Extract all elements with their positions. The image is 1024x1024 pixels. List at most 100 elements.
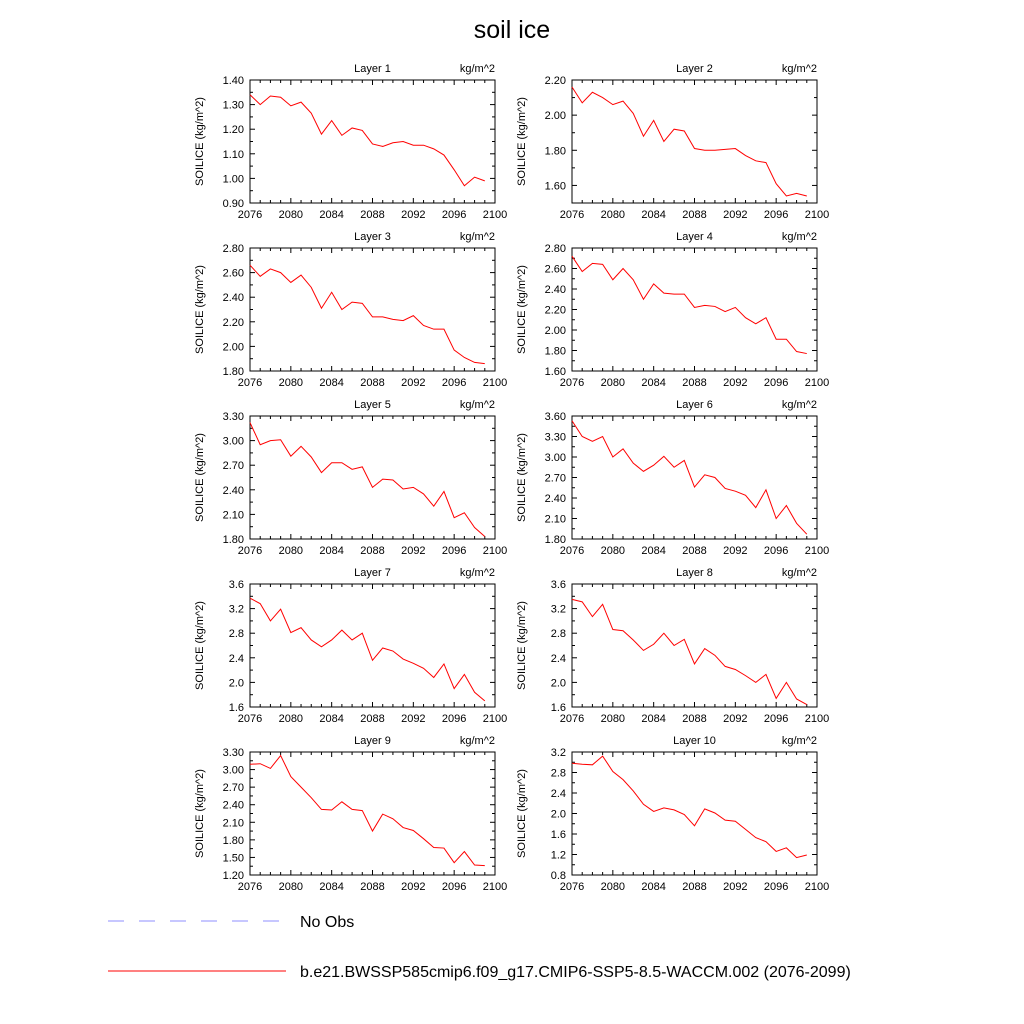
layer-1-y-tick-label: 0.90 [223,198,244,210]
layer-6-units-label: kg/m^2 [782,399,817,411]
layer-9-x-tick-label: 2080 [279,881,303,893]
layer-5-panel-title: Layer 5 [354,399,391,411]
layer-1-x-tick-label: 2092 [401,209,425,221]
layer-3-x-tick-label: 2076 [238,377,262,389]
layer-1-y-tick-label: 1.20 [223,124,244,136]
layer-4-y-tick-label: 1.60 [545,366,566,378]
layer-7-y-tick-label: 3.2 [229,604,244,616]
layer-1-x-tick-label: 2096 [442,209,466,221]
layer-10-y-tick-label: 1.6 [551,829,566,841]
layer-6-x-tick-label: 2076 [560,545,584,557]
layer-8-y-tick-label: 1.6 [551,702,566,714]
layer-5-x-tick-label: 2088 [360,545,384,557]
layer-2-units-label: kg/m^2 [782,63,817,75]
layer-7-y-tick-label: 1.6 [229,702,244,714]
layer-7-panel-title: Layer 7 [354,567,391,579]
layer-8-y-tick-label: 2.4 [551,653,566,665]
layer-4-panel-title: Layer 4 [676,231,713,243]
layer-6-y-tick-label: 2.70 [545,473,566,485]
layer-4-x-tick-label: 2100 [805,377,829,389]
layer-2-y-tick-label: 1.60 [545,180,566,192]
layer-10-x-tick-label: 2076 [560,881,584,893]
layer-2-x-tick-label: 2100 [805,209,829,221]
layer-10-x-tick-label: 2084 [641,881,665,893]
layer-10-series-line [571,755,807,859]
layer-9-y-tick-label: 2.70 [223,782,244,794]
layer-9-plot-frame [249,751,496,876]
layer-5-y-tick-label: 3.00 [223,436,244,448]
layer-4-x-tick-label: 2084 [641,377,665,389]
layer-9-x-tick-label: 2084 [319,881,343,893]
layer-9-y-tick-label: 1.20 [223,870,244,882]
layer-7-series-line [249,597,486,702]
layer-1-y-tick-label: 1.10 [223,149,244,161]
layer-5-y-tick-label: 2.40 [223,485,244,497]
layer-6-y-tick-label: 1.80 [545,534,566,546]
layer-3-panel-title: Layer 3 [354,231,391,243]
layer-7-x-tick-label: 2080 [279,713,303,725]
layer-2-y-tick-label: 1.80 [545,145,566,157]
layer-6-x-tick-label: 2084 [641,545,665,557]
layer-4-plot-frame [571,247,818,372]
layer-2-series-line [571,86,807,197]
layer-3-x-tick-label: 2084 [319,377,343,389]
layer-1-units-label: kg/m^2 [460,63,495,75]
layer-10-y-axis-label: SOILICE (kg/m^2) [516,769,528,858]
layer-6-y-tick-label: 3.30 [545,432,566,444]
layer-8-y-tick-label: 3.6 [551,579,566,591]
layer-9-units-label: kg/m^2 [460,735,495,747]
layer-4-x-tick-label: 2092 [723,377,747,389]
layer-2-y-tick-label: 2.20 [545,75,566,87]
layer-5-y-tick-label: 3.30 [223,411,244,423]
layer-5-y-axis-label: SOILICE (kg/m^2) [194,433,206,522]
layer-7-x-tick-label: 2100 [483,713,507,725]
layer-7-plot-frame [249,583,496,708]
layer-10-x-tick-label: 2080 [601,881,625,893]
layer-4-units-label: kg/m^2 [782,231,817,243]
layer-3-y-tick-label: 1.80 [223,366,244,378]
layer-3-y-tick-label: 2.40 [223,292,244,304]
layer-10-y-tick-label: 3.2 [551,747,566,759]
layer-5-x-tick-label: 2100 [483,545,507,557]
layer-1-y-tick-label: 1.40 [223,75,244,87]
legend-label-model: b.e21.BWSSP585cmip6.f09_g17.CMIP6-SSP5-8… [300,964,851,981]
layer-4-x-tick-label: 2080 [601,377,625,389]
layer-6-plot-frame [571,415,818,540]
layer-3-x-tick-label: 2080 [279,377,303,389]
layer-7-x-tick-label: 2076 [238,713,262,725]
layer-9-x-tick-label: 2096 [442,881,466,893]
layer-4-x-tick-label: 2076 [560,377,584,389]
layer-8-x-tick-label: 2088 [682,713,706,725]
layer-8-series-line [571,598,808,705]
layer-1-series-line [249,94,485,187]
layer-8-y-tick-label: 3.2 [551,604,566,616]
layer-10-x-tick-label: 2100 [805,881,829,893]
layer-1-y-tick-label: 1.00 [223,173,244,185]
layer-9-y-tick-label: 3.30 [223,747,244,759]
layer-1-x-tick-label: 2080 [279,209,303,221]
layer-8-x-tick-label: 2076 [560,713,584,725]
layer-2-panel-title: Layer 2 [676,63,713,75]
layer-9-y-tick-label: 3.00 [223,765,244,777]
layer-1-x-tick-label: 2088 [360,209,384,221]
layer-5-series-line [249,422,486,537]
layer-10-y-tick-label: 1.2 [551,850,566,862]
layer-6-y-tick-label: 2.10 [545,514,566,526]
layer-4-x-tick-label: 2088 [682,377,706,389]
layer-4-y-tick-label: 1.80 [545,346,566,358]
layer-7-x-tick-label: 2084 [319,713,343,725]
layer-4-y-tick-label: 2.40 [545,284,566,296]
layer-2-x-tick-label: 2084 [641,209,665,221]
layer-1-x-tick-label: 2084 [319,209,343,221]
layer-1-x-tick-label: 2076 [238,209,262,221]
layer-7-y-tick-label: 3.6 [229,579,244,591]
layer-3-y-axis-label: SOILICE (kg/m^2) [194,265,206,354]
layer-7-x-tick-label: 2088 [360,713,384,725]
layer-4-y-axis-label: SOILICE (kg/m^2) [516,265,528,354]
layer-3-y-tick-label: 2.80 [223,243,244,255]
layer-8-x-tick-label: 2100 [805,713,829,725]
layer-7-x-tick-label: 2096 [442,713,466,725]
layer-10-x-tick-label: 2092 [723,881,747,893]
layer-5-x-tick-label: 2092 [401,545,425,557]
layer-9-x-tick-label: 2088 [360,881,384,893]
